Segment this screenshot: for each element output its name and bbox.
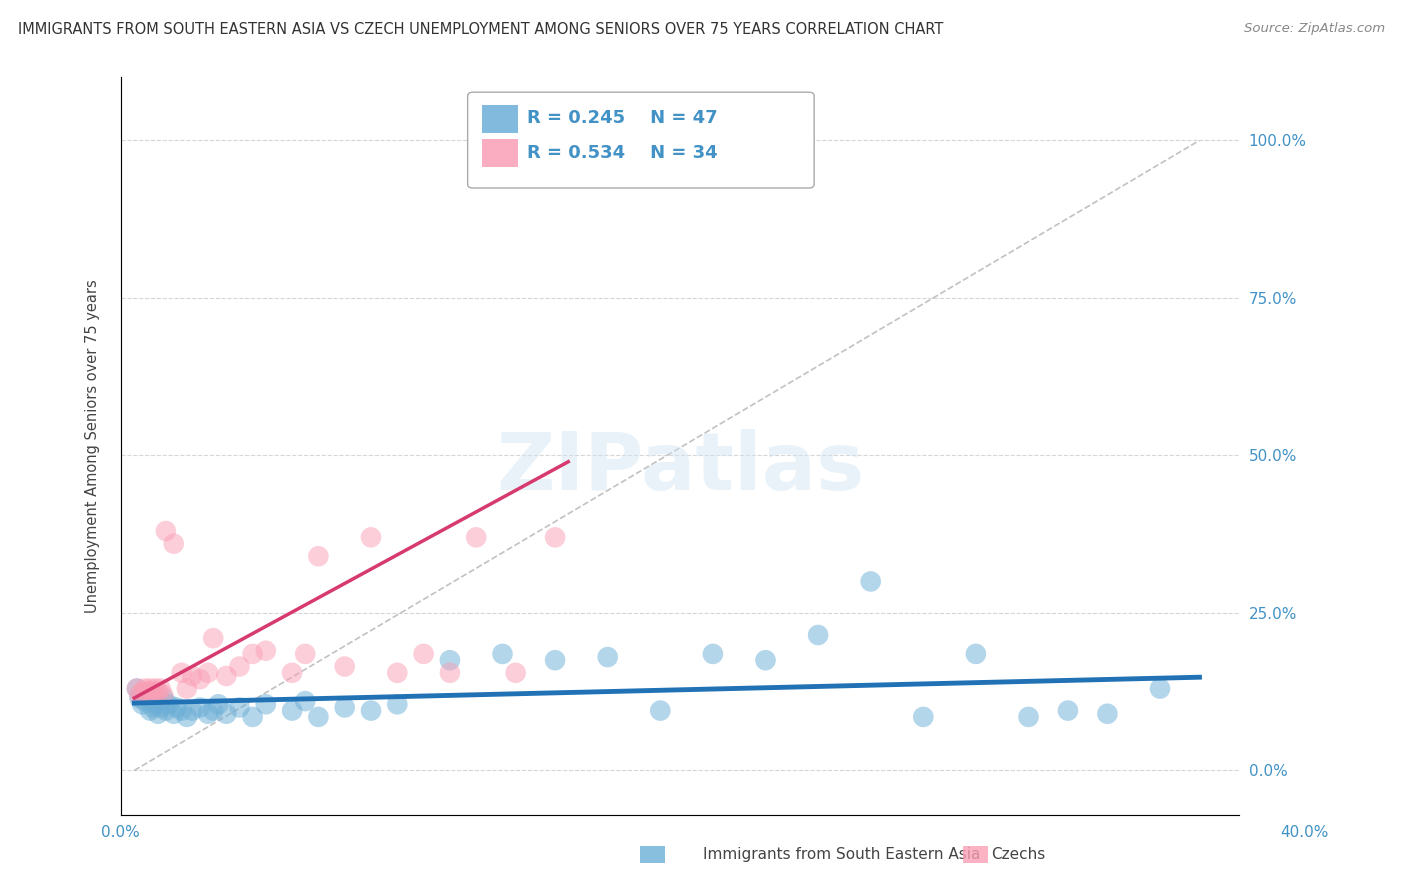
Point [387,698,409,712]
Point [197,706,219,721]
Text: IMMIGRANTS FROM SOUTH EASTERN ASIA VS CZECH UNEMPLOYMENT AMONG SENIORS OVER 75 Y: IMMIGRANTS FROM SOUTH EASTERN ASIA VS CZ… [18,22,943,37]
Point [1097,706,1119,721]
Point [1149,681,1171,696]
Point [254,698,277,712]
Point [281,665,304,680]
Y-axis label: Unemployment Among Seniors over 75 years: Unemployment Among Seniors over 75 years [86,279,100,613]
Point [702,647,724,661]
Point [170,665,193,680]
Text: Source: ZipAtlas.com: Source: ZipAtlas.com [1244,22,1385,36]
Point [491,647,513,661]
Point [544,530,567,544]
Point [360,530,382,544]
FancyBboxPatch shape [482,104,517,133]
Point [176,681,198,696]
Point [859,574,882,589]
Point [155,524,177,538]
Point [333,700,356,714]
Text: R = 0.245    N = 47: R = 0.245 N = 47 [527,109,717,127]
Point [202,704,225,718]
Point [754,653,776,667]
Point [152,688,174,702]
Point [188,700,211,714]
Point [505,665,527,680]
Point [188,672,211,686]
Point [807,628,830,642]
Point [155,704,177,718]
Point [143,681,166,696]
Point [439,653,461,667]
FancyBboxPatch shape [482,139,517,168]
Text: 0.0%: 0.0% [101,825,141,840]
Point [465,530,488,544]
Point [242,710,264,724]
Point [197,665,219,680]
Point [294,647,316,661]
Point [142,700,165,714]
Point [149,681,172,696]
Point [125,681,148,696]
Point [146,706,169,721]
Point [139,704,162,718]
Point [965,647,987,661]
Point [1018,710,1040,724]
Point [544,653,567,667]
Point [134,694,156,708]
Point [136,684,159,698]
Point [1057,704,1080,718]
Point [165,700,187,714]
Point [202,631,225,645]
Point [307,710,329,724]
Point [128,691,150,706]
Point [152,691,174,706]
Point [149,700,172,714]
Point [254,644,277,658]
Point [128,688,150,702]
Point [176,710,198,724]
Point [333,659,356,673]
Point [136,688,159,702]
Text: Immigrants from South Eastern Asia: Immigrants from South Eastern Asia [703,847,980,862]
Point [387,665,409,680]
Point [281,704,304,718]
Point [650,704,672,718]
Point [131,684,153,698]
Point [242,647,264,661]
Point [207,698,229,712]
Point [131,698,153,712]
Point [307,549,329,564]
Point [143,698,166,712]
Text: ZIPatlas: ZIPatlas [496,429,865,508]
Point [228,700,250,714]
Point [294,694,316,708]
Point [170,704,193,718]
Point [134,681,156,696]
Point [181,669,204,683]
Point [439,665,461,680]
Point [139,681,162,696]
Point [215,669,238,683]
Point [215,706,238,721]
Text: R = 0.534    N = 34: R = 0.534 N = 34 [527,144,717,161]
Point [412,647,434,661]
Point [157,698,180,712]
Text: 40.0%: 40.0% [1281,825,1329,840]
Point [596,650,619,665]
Point [163,706,186,721]
Point [163,536,186,550]
Point [228,659,250,673]
Text: Czechs: Czechs [991,847,1046,862]
Point [146,684,169,698]
Point [142,684,165,698]
Point [360,704,382,718]
Point [125,681,148,696]
Point [912,710,935,724]
FancyBboxPatch shape [468,92,814,188]
Point [181,704,204,718]
